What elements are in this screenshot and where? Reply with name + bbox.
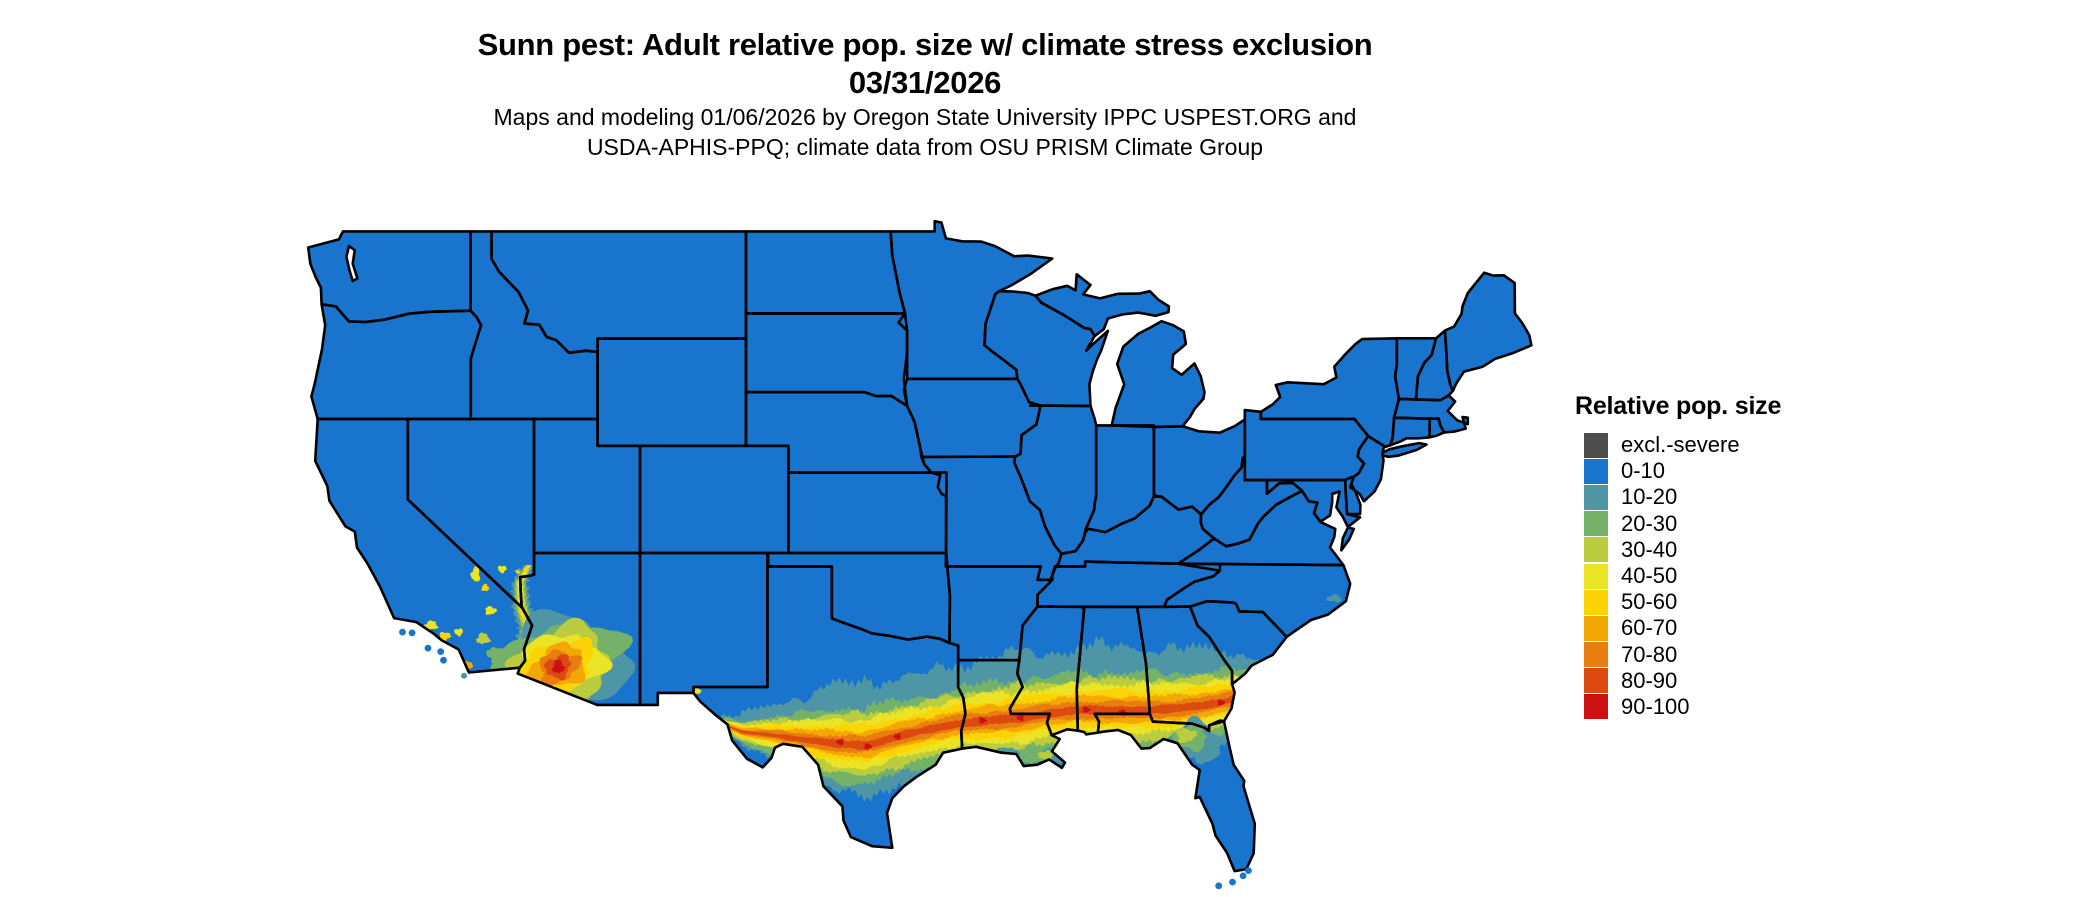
state-az <box>516 551 642 707</box>
legend-color-swatch <box>1584 642 1608 668</box>
legend-color-swatch <box>1584 458 1608 484</box>
legend-item-label: 90-100 <box>1621 693 1690 719</box>
legend-color-swatch <box>1584 537 1608 563</box>
state-vaes <box>1340 526 1356 552</box>
state-md <box>1265 478 1362 529</box>
figure-title-line1: Sunn pest: Adult relative pop. size w/ c… <box>477 27 1373 62</box>
legend-item: 90-100 <box>1584 694 1875 720</box>
legend-item: 60-70 <box>1584 615 1875 641</box>
legend-item: 70-80 <box>1584 642 1875 668</box>
state-li <box>1381 441 1428 459</box>
legend-item-label: 30-40 <box>1621 536 1678 562</box>
legend-title: Relative pop. size <box>1575 392 1782 420</box>
legend-color-swatch <box>1584 484 1608 510</box>
legend-item: 50-60 <box>1584 589 1875 615</box>
legend-item: 10-20 <box>1584 484 1875 510</box>
legend-rows: excl.-severe 0-10 10-20 20-30 30-40 40-50 50-6… <box>1575 432 1875 720</box>
legend-item-label: 10-20 <box>1621 484 1678 510</box>
legend-item-label: excl.-severe <box>1621 432 1740 458</box>
state-tx <box>692 565 967 850</box>
figure-header: Sunn pest: Adult relative pop. size w/ c… <box>325 26 1525 162</box>
legend-item-label: 40-50 <box>1621 563 1678 589</box>
legend-item-label: 20-30 <box>1621 510 1678 536</box>
legend: Relative pop. size excl.-severe 0-10 10-20… <box>1575 392 1875 720</box>
figure-subtitle-line1: Maps and modeling 01/06/2026 by Oregon S… <box>493 104 1357 130</box>
legend-color-swatch <box>1584 563 1608 589</box>
state-milp <box>1110 319 1206 429</box>
legend-color-swatch <box>1584 615 1608 641</box>
legend-item: 20-30 <box>1584 511 1875 537</box>
legend-item: 0-10 <box>1584 458 1875 484</box>
legend-color-swatch <box>1584 511 1608 537</box>
legend-color-swatch <box>1584 668 1608 694</box>
legend-item-label: 70-80 <box>1621 641 1678 667</box>
legend-color-swatch <box>1584 589 1608 615</box>
state-oh <box>1152 418 1247 516</box>
state-borders <box>306 219 1533 873</box>
legend-color-swatch <box>1584 694 1608 720</box>
legend-item-label: 80-90 <box>1621 667 1678 693</box>
state-il <box>1012 404 1098 556</box>
state-nj <box>1348 434 1386 503</box>
figure-subtitle-line2: USDA-APHIS-PPQ; climate data from OSU PR… <box>586 134 1264 160</box>
state-fl <box>1093 712 1257 873</box>
legend-item: 40-50 <box>1584 563 1875 589</box>
legend-item-label: 50-60 <box>1621 589 1678 615</box>
legend-item: excl.-severe <box>1584 432 1875 458</box>
legend-color-swatch <box>1584 432 1608 458</box>
offshore-islands <box>399 628 1252 890</box>
state-me <box>1443 271 1533 392</box>
state-miup <box>1034 273 1171 338</box>
figure-title-line2: 03/31/2026 <box>848 65 1002 100</box>
legend-item-label: 0-10 <box>1621 458 1666 484</box>
legend-item-label: 60-70 <box>1621 615 1678 641</box>
legend-item: 80-90 <box>1584 668 1875 694</box>
legend-item: 30-40 <box>1584 537 1875 563</box>
